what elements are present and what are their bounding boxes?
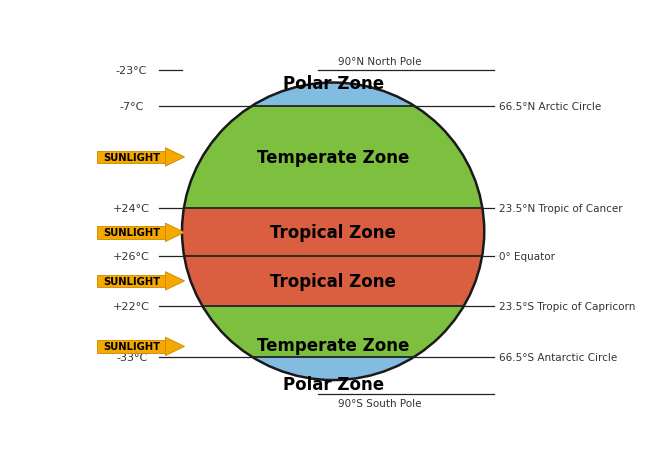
Polygon shape bbox=[165, 272, 185, 291]
Text: -7°C: -7°C bbox=[120, 101, 144, 112]
Polygon shape bbox=[165, 224, 185, 242]
Text: 23.5°N Tropic of Cancer: 23.5°N Tropic of Cancer bbox=[499, 204, 623, 214]
Bar bbox=[98, 275, 165, 287]
Bar bbox=[98, 151, 165, 164]
Bar bbox=[98, 341, 165, 353]
Polygon shape bbox=[184, 106, 482, 209]
Text: 90°S South Pole: 90°S South Pole bbox=[338, 398, 422, 408]
Text: Temperate Zone: Temperate Zone bbox=[257, 336, 410, 354]
Text: SUNLIGHT: SUNLIGHT bbox=[103, 228, 160, 238]
Text: Tropical Zone: Tropical Zone bbox=[270, 224, 396, 242]
Text: +22°C: +22°C bbox=[113, 301, 150, 311]
Polygon shape bbox=[184, 257, 482, 306]
Text: Polar Zone: Polar Zone bbox=[283, 75, 384, 93]
Text: -23°C: -23°C bbox=[116, 66, 148, 76]
Polygon shape bbox=[252, 55, 414, 106]
Text: +26°C: +26°C bbox=[113, 252, 150, 262]
Text: 66.5°S Antarctic Circle: 66.5°S Antarctic Circle bbox=[499, 352, 618, 362]
Text: SUNLIGHT: SUNLIGHT bbox=[103, 341, 160, 352]
Polygon shape bbox=[165, 337, 185, 356]
Text: 90°N North Pole: 90°N North Pole bbox=[338, 56, 422, 67]
Text: SUNLIGHT: SUNLIGHT bbox=[103, 276, 160, 286]
Text: 66.5°N Arctic Circle: 66.5°N Arctic Circle bbox=[499, 101, 602, 112]
Polygon shape bbox=[182, 209, 484, 257]
Text: SUNLIGHT: SUNLIGHT bbox=[103, 152, 160, 162]
Text: 0° Equator: 0° Equator bbox=[499, 252, 555, 262]
Polygon shape bbox=[252, 357, 414, 409]
Text: -33°C: -33°C bbox=[116, 352, 148, 362]
Polygon shape bbox=[165, 148, 185, 167]
Bar bbox=[98, 227, 165, 239]
Text: 23.5°S Tropic of Capricorn: 23.5°S Tropic of Capricorn bbox=[499, 301, 636, 311]
Text: Polar Zone: Polar Zone bbox=[283, 375, 384, 393]
Text: Tropical Zone: Tropical Zone bbox=[270, 272, 396, 290]
Polygon shape bbox=[202, 306, 464, 357]
Text: +24°C: +24°C bbox=[113, 204, 150, 214]
Text: Temperate Zone: Temperate Zone bbox=[257, 149, 410, 167]
